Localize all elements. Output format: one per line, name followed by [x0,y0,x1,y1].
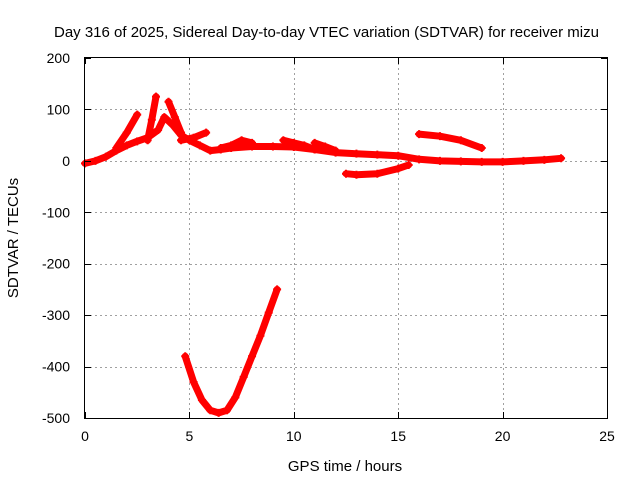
y-tick-labels: 200 100 0 -100 -200 -300 -400 -500 [42,50,70,426]
data-point [352,170,361,179]
data-point [177,128,186,137]
data-point [133,110,142,119]
series-arc-6 [217,136,256,152]
series-arc-10 [415,130,486,152]
data-point [273,285,282,294]
data-point [289,138,298,147]
data-point [456,136,465,145]
data-point [394,151,403,160]
data-point [435,132,444,141]
data-point [239,372,248,381]
series-arc-11 [181,285,281,417]
y-tick-label: -100 [42,204,70,220]
plot-frame [84,57,608,419]
data-point [195,141,204,150]
y-tick-label: 200 [47,50,71,66]
x-axis-label: GPS time / hours [288,458,402,475]
data-point [300,141,309,150]
data-point [540,155,549,164]
y-tick-label: 100 [47,101,71,117]
x-tick-label: 25 [599,428,615,444]
data-point [268,142,277,151]
data-point [557,154,566,163]
series-arc-7 [279,136,319,153]
data-point [122,128,131,137]
data-point [231,393,240,402]
data-point [352,149,361,158]
data-point [519,156,528,165]
data-point [206,406,215,415]
data-point [206,146,215,155]
data-point [101,152,110,161]
y-tick-label: -300 [42,307,70,323]
x-tick-label: 20 [495,428,511,444]
y-tick-label: -500 [42,410,70,426]
data-point [189,378,198,386]
data-point [415,155,424,164]
data-point [133,137,142,146]
data-point [147,115,156,124]
data-point [394,164,403,173]
data-point [122,141,131,150]
data-point [227,141,236,150]
data-point [456,157,465,166]
data-point [91,156,100,165]
grid [85,58,607,418]
data-point [237,136,246,145]
y-tick-label: -200 [42,256,70,272]
data-point [216,144,225,152]
data-point [151,92,160,101]
x-tick-label: 10 [286,428,302,444]
data-point [279,136,288,145]
data-point [248,138,257,147]
axis-ticks [85,58,608,419]
series-layer [81,92,566,417]
series-arc-1 [81,113,565,167]
x-tick-label: 5 [186,428,194,444]
data-point [154,126,163,134]
data-point [214,408,223,417]
data-point [189,133,198,142]
data-point [197,396,206,404]
data-point [160,113,169,122]
data-point [248,352,257,361]
x-tick-label: 0 [81,428,89,444]
data-point [164,97,173,106]
data-point [415,130,424,139]
data-point [331,146,340,155]
data-point [170,113,179,122]
x-tick-labels: 0 5 10 15 20 25 [81,428,615,444]
data-point [202,128,211,137]
data-point [321,142,330,151]
data-point [342,169,350,178]
x-tick-label: 15 [390,428,406,444]
data-point [310,145,319,154]
data-point [222,406,231,415]
data-point [373,150,382,159]
data-point [112,144,121,152]
data-point [310,138,319,147]
y-axis-label: SDTVAR / TECUs [5,178,22,298]
data-point [177,136,186,145]
data-point [256,331,265,340]
data-point [498,157,507,166]
data-point [477,157,486,166]
data-point [477,144,486,152]
y-tick-label: 0 [62,153,70,169]
data-point [435,156,444,165]
y-tick-label: -400 [42,359,70,375]
chart-title: Day 316 of 2025, Sidereal Day-to-day VTE… [54,24,599,41]
data-point [373,169,382,178]
data-point [181,352,190,361]
data-point [143,136,152,145]
data-point [404,160,413,169]
data-point [264,308,273,317]
